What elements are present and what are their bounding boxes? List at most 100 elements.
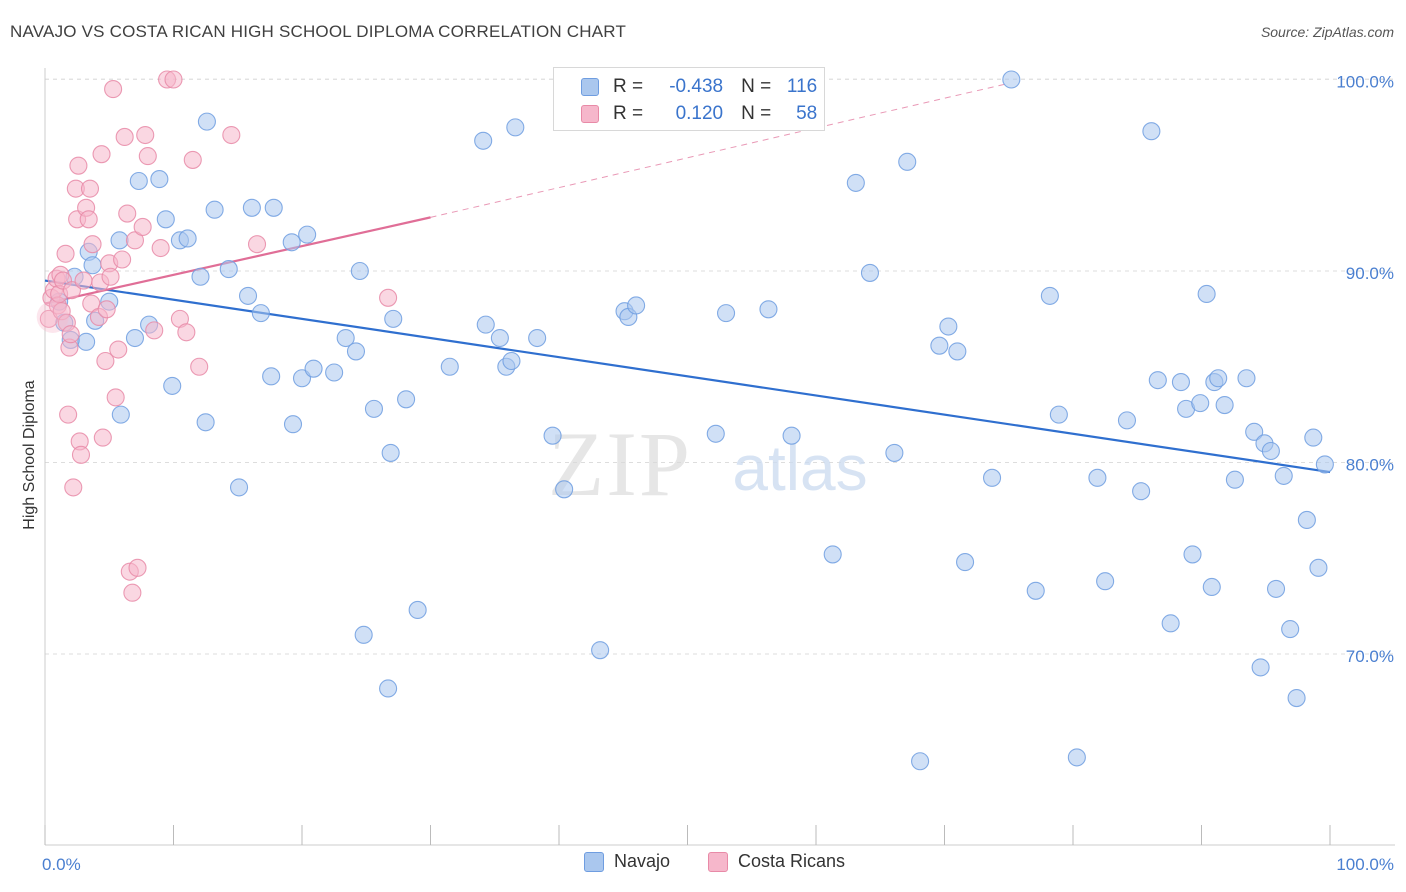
- costa-rican-point: [69, 156, 88, 175]
- legend-item-navajo: Navajo: [584, 851, 670, 872]
- costa-rican-point: [128, 558, 147, 577]
- costa-rican-point: [56, 244, 75, 263]
- navajo-point: [982, 468, 1002, 487]
- navajo-point: [298, 225, 317, 244]
- costa-rican-point: [133, 217, 152, 237]
- legend-costa-r: 0.120: [675, 103, 724, 124]
- navajo-point: [238, 286, 258, 305]
- costa-rican-point: [138, 147, 157, 166]
- navajo-point: [474, 131, 493, 150]
- navajo-point: [336, 328, 355, 348]
- navajo-point: [759, 300, 778, 319]
- navajo-point: [1209, 369, 1228, 388]
- navajo-point: [196, 413, 215, 432]
- costa-rican-point: [96, 351, 115, 371]
- navajo-point: [1315, 455, 1334, 474]
- navajo-point: [364, 399, 384, 418]
- costa-rican-point: [125, 231, 144, 250]
- gridlines: [45, 78, 1395, 655]
- navajo-point: [528, 328, 547, 348]
- navajo-point: [1266, 579, 1286, 598]
- navajo-point: [823, 545, 842, 564]
- navajo-point: [1040, 286, 1059, 305]
- navajo-point: [163, 376, 182, 395]
- costa-rican-point-cluster: [36, 300, 69, 333]
- legend-r-label: R =: [613, 103, 644, 124]
- costa-rican-point: [74, 271, 93, 290]
- navajo-point: [408, 600, 427, 620]
- costa-rican-point: [177, 323, 196, 342]
- navajo-point: [490, 328, 509, 348]
- navajo-point: [1067, 748, 1086, 767]
- costa-rican-point: [123, 583, 142, 602]
- legend-n-label: N =: [741, 76, 772, 97]
- navajo-point: [440, 357, 459, 376]
- navajo-point: [283, 415, 303, 434]
- navajo-point: [205, 200, 224, 219]
- legend-navajo-n: 116: [786, 76, 818, 97]
- navajo-point: [282, 233, 301, 252]
- costa-rican-point: [93, 428, 112, 447]
- x-tick-label-max: 100.0%: [1336, 855, 1394, 874]
- navajo-point: [379, 679, 398, 698]
- legend-costa-n: 58: [796, 103, 818, 124]
- navajo-point: [1002, 70, 1021, 89]
- navajo-point: [1297, 510, 1316, 530]
- costa-rican-point: [151, 238, 170, 258]
- navajo-point: [846, 173, 865, 192]
- navajo-point: [860, 263, 880, 282]
- costa-rican-point: [113, 250, 132, 269]
- navajo-point: [125, 328, 144, 348]
- legend-n-label: N =: [741, 103, 772, 124]
- navajo-point: [325, 363, 344, 382]
- navajo-point: [229, 478, 249, 497]
- costa-rican-trend-line: [44, 216, 431, 305]
- legend-r-label: R =: [613, 76, 644, 97]
- x-tick-label-min: 0.0%: [42, 855, 81, 874]
- costa-legend-label: Costa Ricans: [738, 851, 846, 871]
- navajo-point: [930, 336, 949, 355]
- navajo-point: [1132, 482, 1151, 501]
- navajo-point: [706, 424, 725, 443]
- navajo-point: [1251, 658, 1270, 677]
- navajo-point: [354, 625, 373, 644]
- navajo-point: [1096, 572, 1115, 591]
- navajo-point: [1225, 470, 1244, 489]
- series-legend: Navajo Costa Ricans: [0, 851, 1406, 879]
- navajo-point: [397, 390, 416, 409]
- correlation-legend: R = -0.438 N = 116 R = 0.120 N = 58: [553, 67, 825, 131]
- navajo-point: [911, 752, 930, 771]
- legend-navajo-r: -0.438: [669, 76, 724, 97]
- costa-rican-point: [136, 125, 155, 145]
- tick-labels: 70.0% 80.0% 90.0% 100.0% 0.0% 100.0%: [42, 73, 1394, 875]
- navajo-point: [1281, 620, 1300, 639]
- navajo-point: [1215, 395, 1234, 415]
- costa-rican-point: [183, 150, 202, 169]
- navajo-point: [1261, 441, 1280, 461]
- navajo-point: [77, 332, 96, 351]
- navajo-point: [1237, 369, 1256, 388]
- navajo-point: [191, 267, 210, 286]
- navajo-point: [1142, 122, 1161, 141]
- costa-rican-point: [222, 125, 241, 145]
- costa-rican-point: [109, 340, 128, 359]
- navajo-point: [129, 171, 148, 191]
- navajo-point: [543, 426, 562, 445]
- navajo-swatch: [581, 78, 599, 96]
- navajo-point: [1274, 466, 1293, 485]
- navajo-legend-swatch: [584, 851, 604, 872]
- navajo-point: [948, 342, 967, 361]
- navajo-point: [555, 480, 574, 499]
- costa-rican-point: [92, 145, 111, 164]
- costa-rican-point: [145, 321, 164, 340]
- navajo-point: [1171, 373, 1190, 392]
- navajo-point: [716, 304, 736, 323]
- costa-rican-point: [71, 445, 91, 464]
- y-tick-label: 100.0%: [1336, 73, 1394, 92]
- costa-rican-point: [97, 300, 116, 319]
- chart-title: NAVAJO VS COSTA RICAN HIGH SCHOOL DIPLOM…: [10, 22, 627, 41]
- navajo-point: [251, 304, 270, 323]
- navajo-point: [156, 210, 175, 229]
- navajo-point: [219, 260, 238, 279]
- watermark: ZIP atlas: [548, 413, 868, 515]
